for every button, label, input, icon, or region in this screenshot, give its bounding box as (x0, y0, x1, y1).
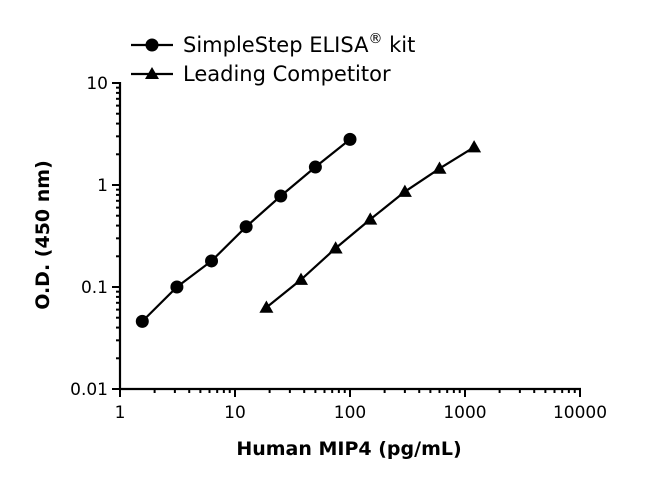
legend-item-simplestep: SimpleStep ELISA® kit (131, 31, 415, 57)
data-point-circle (205, 254, 219, 268)
series-simplestep (135, 132, 357, 328)
data-point-circle (135, 314, 149, 328)
legend-item-competitor: Leading Competitor (131, 62, 391, 86)
data-point-triangle (432, 161, 447, 174)
legend: SimpleStep ELISA® kit Leading Competitor (131, 31, 415, 86)
data-point-circle (274, 189, 288, 203)
x-tick-label: 1 (115, 403, 126, 423)
data-point-circle (170, 280, 184, 294)
legend-label-simplestep: SimpleStep ELISA® kit (183, 31, 415, 57)
x-tick-label: 10 (224, 403, 246, 423)
ticks: 0.01 0.1 1 10 1 10 100 1000 10000 (70, 74, 607, 423)
y-tick-label: 0.1 (81, 278, 108, 298)
data-point-circle (308, 160, 322, 174)
data-point-circle (239, 220, 253, 234)
x-tick-label: 10000 (553, 403, 607, 423)
x-tick-label: 1000 (443, 403, 486, 423)
data-point-circle (343, 132, 357, 146)
data-point-triangle (397, 184, 412, 197)
data-point-triangle (467, 140, 482, 153)
legend-marker-circle (145, 38, 159, 52)
series-layer (135, 132, 482, 328)
series-competitor (259, 140, 482, 313)
data-point-triangle (259, 300, 274, 313)
legend-label-competitor: Leading Competitor (183, 62, 391, 86)
y-tick-label: 10 (86, 74, 108, 94)
data-point-triangle (294, 272, 309, 285)
x-tick-label: 100 (334, 403, 366, 423)
y-axis-title: O.D. (450 nm) (32, 160, 54, 310)
legend-marker-triangle (145, 67, 159, 79)
data-point-triangle (328, 241, 343, 254)
data-point-triangle (363, 212, 378, 225)
y-tick-label: 0.01 (70, 380, 108, 400)
y-tick-label: 1 (97, 176, 108, 196)
x-axis-title: Human MIP4 (pg/mL) (236, 438, 461, 460)
